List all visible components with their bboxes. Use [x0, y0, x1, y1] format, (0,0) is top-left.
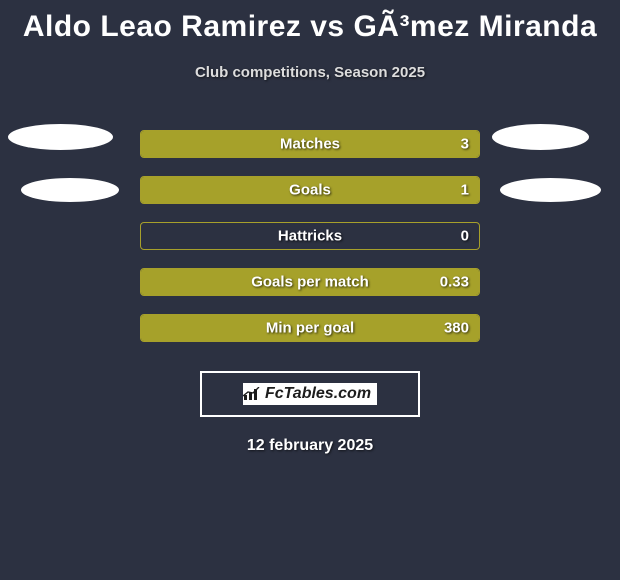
stat-bar: Hattricks 0: [140, 222, 480, 250]
stat-label: Min per goal: [266, 320, 354, 337]
stat-label: Goals: [289, 182, 331, 199]
stat-bar: Min per goal 380: [140, 314, 480, 342]
stat-value: 0.33: [440, 274, 469, 291]
stat-value: 1: [461, 182, 469, 199]
stat-row: Goals per match 0.33: [0, 259, 620, 305]
bar-chart-icon: [243, 387, 261, 401]
stat-value: 3: [461, 136, 469, 153]
stat-row: Matches 3: [0, 121, 620, 167]
stat-value: 380: [444, 320, 469, 337]
stat-row: Goals 1: [0, 167, 620, 213]
fctables-logo: FcTables.com: [243, 383, 377, 405]
page-subtitle: Club competitions, Season 2025: [0, 64, 620, 81]
stats-list: Matches 3 Goals 1 Hattricks 0 Goals per …: [0, 121, 620, 351]
stat-label: Hattricks: [278, 228, 342, 245]
stat-row: Hattricks 0: [0, 213, 620, 259]
stat-value: 0: [461, 228, 469, 245]
date-label: 12 february 2025: [0, 437, 620, 455]
comparison-widget: Aldo Leao Ramirez vs GÃ³mez Miranda Club…: [0, 0, 620, 580]
logo-box[interactable]: FcTables.com: [200, 371, 420, 417]
stat-label: Goals per match: [251, 274, 369, 291]
stat-row: Min per goal 380: [0, 305, 620, 351]
stat-label: Matches: [280, 136, 340, 153]
stat-bar: Matches 3: [140, 130, 480, 158]
logo-label: FcTables.com: [265, 385, 371, 403]
page-title: Aldo Leao Ramirez vs GÃ³mez Miranda: [0, 0, 620, 44]
stat-bar: Goals 1: [140, 176, 480, 204]
stat-bar: Goals per match 0.33: [140, 268, 480, 296]
